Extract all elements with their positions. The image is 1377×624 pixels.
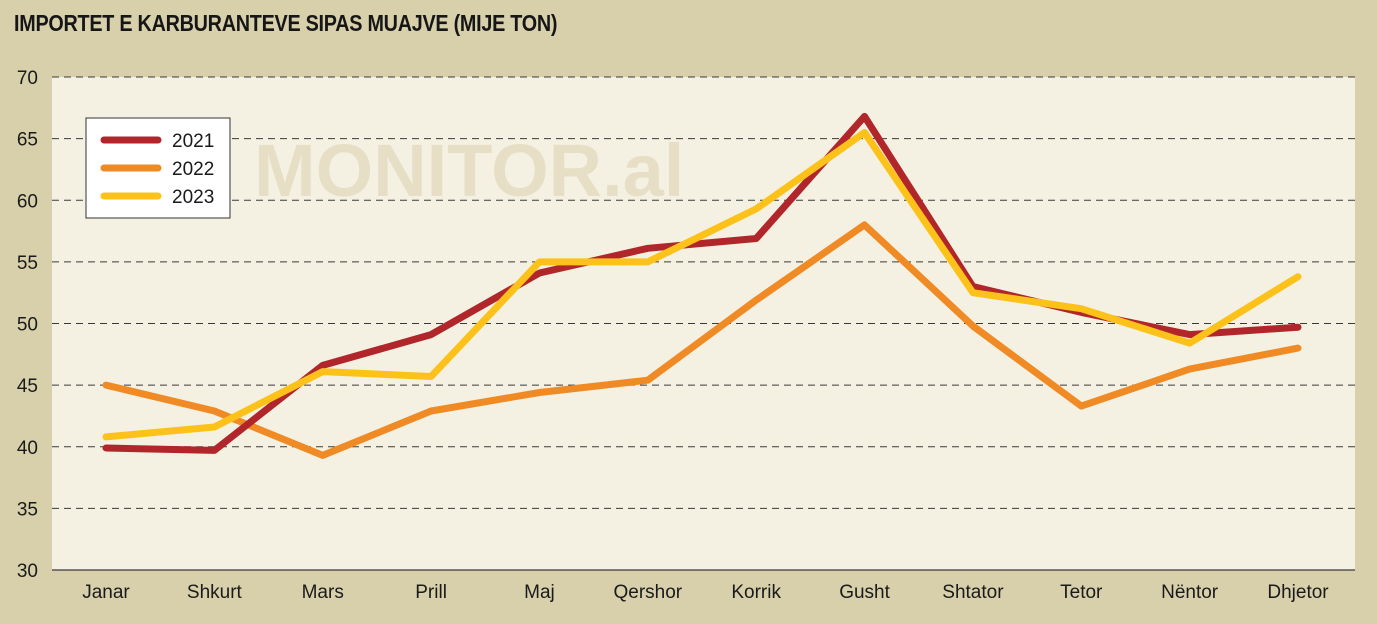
y-tick-label: 35: [17, 499, 38, 520]
x-tick-label: Maj: [524, 582, 555, 603]
x-tick-label: Korrik: [731, 582, 781, 603]
x-tick-label: Shkurt: [187, 582, 243, 603]
x-tick-label: Mars: [302, 582, 344, 603]
x-tick-label: Shtator: [942, 582, 1004, 603]
series-line-2023: [102, 129, 1302, 441]
y-tick-label: 65: [17, 130, 38, 151]
y-tick-label: 45: [17, 376, 38, 397]
y-tick-label: 50: [17, 315, 38, 336]
x-tick-label: Tetor: [1060, 582, 1103, 603]
y-tick-label: 55: [17, 253, 38, 274]
legend-label: 2022: [172, 159, 214, 180]
watermark: MONITOR.al: [254, 129, 684, 212]
legend: 2021 2022 2023: [85, 117, 231, 219]
x-tick-label: Prill: [415, 582, 447, 603]
series-line-2022: [102, 221, 1302, 459]
x-tick-label: Nëntor: [1161, 582, 1219, 603]
legend-label: 2021: [172, 131, 214, 152]
x-tick-label: Dhjetor: [1267, 582, 1329, 603]
chart-title: IMPORTET E KARBURANTEVE SIPAS MUAJVE (MI…: [14, 10, 558, 36]
y-axis-ticks: 30 35 40 45 50 55 60 65 70: [17, 68, 38, 582]
x-tick-label: Gusht: [839, 582, 890, 603]
legend-label: 2023: [172, 187, 214, 208]
x-tick-label: Qershor: [613, 582, 682, 603]
series-lines: [102, 112, 1302, 459]
y-tick-label: 70: [17, 68, 38, 89]
y-tick-label: 30: [17, 561, 38, 582]
y-tick-label: 40: [17, 438, 38, 459]
x-axis-ticks: Janar Shkurt Mars Prill Maj Qershor Korrik Gush…: [82, 582, 1329, 603]
y-tick-label: 60: [17, 191, 38, 212]
x-tick-label: Janar: [82, 582, 130, 603]
